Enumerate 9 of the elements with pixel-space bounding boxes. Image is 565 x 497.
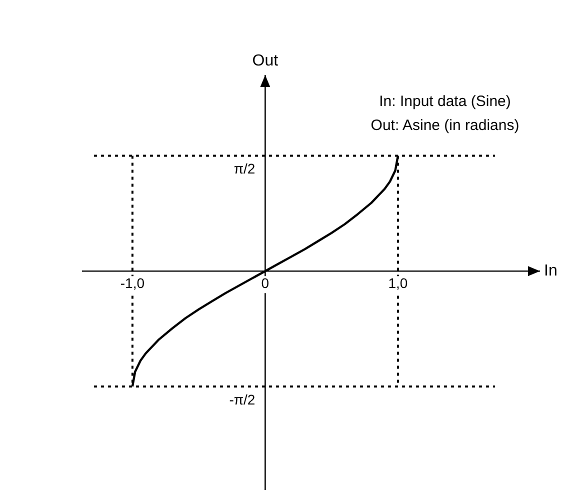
x-axis-title: In (544, 262, 558, 280)
x-tick-label: 0 (261, 274, 270, 291)
y-tick-label: -π/2 (229, 391, 256, 408)
y-tick-label: π/2 (234, 160, 256, 177)
annotation: In: Input data (Sine) (379, 93, 511, 110)
y-axis-title: Out (252, 52, 279, 70)
x-tick-label: 1,0 (388, 274, 408, 291)
annotation: Out: Asine (in radians) (370, 117, 520, 134)
x-tick-label: -1,0 (120, 274, 145, 291)
